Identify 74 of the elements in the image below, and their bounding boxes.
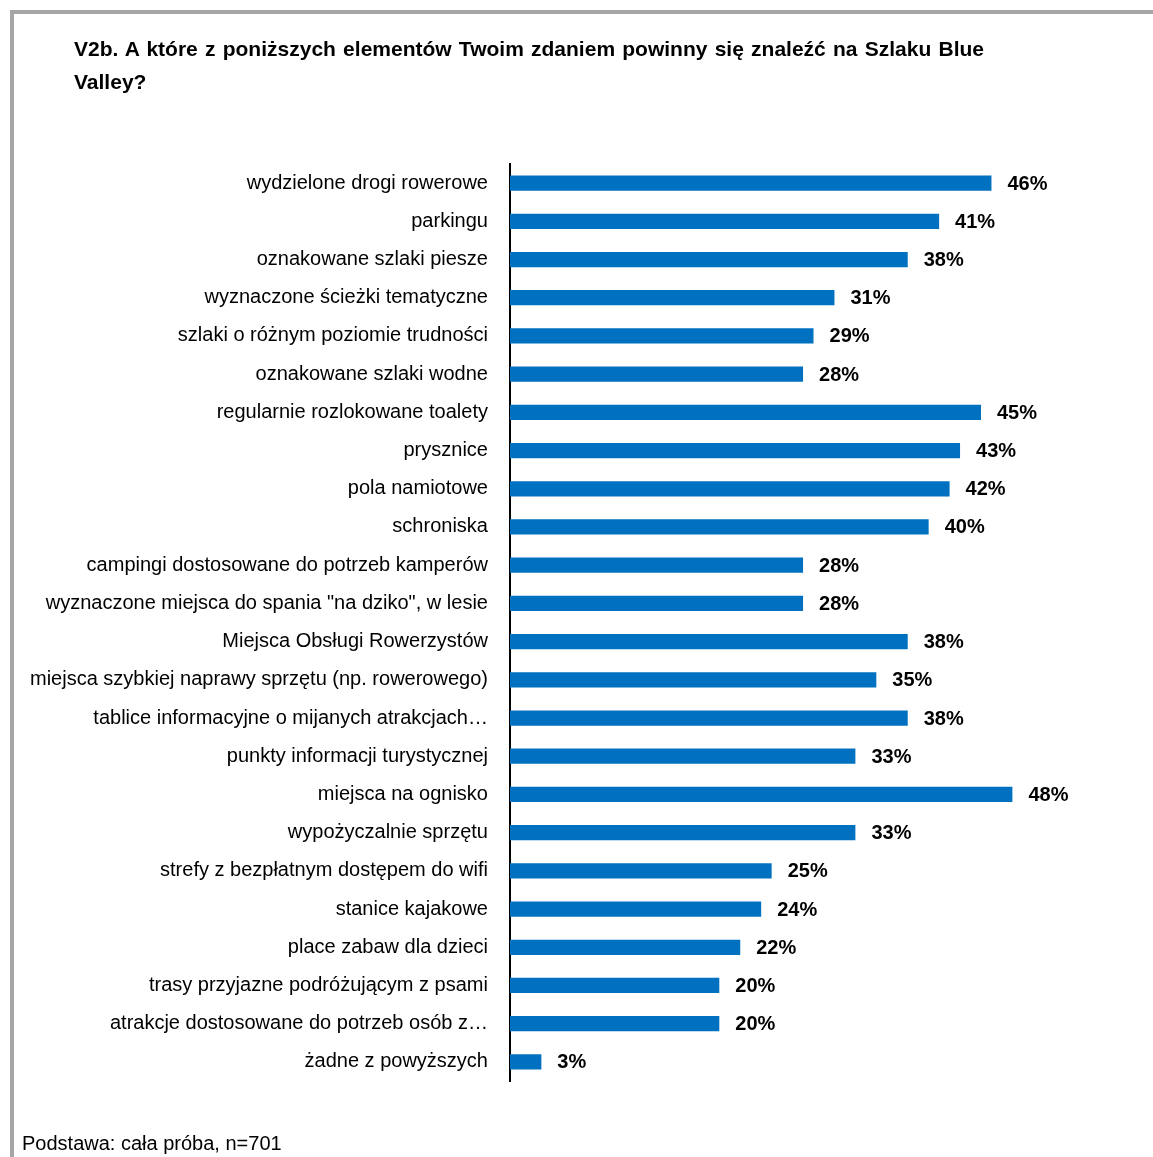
data-label: 40%	[944, 515, 985, 538]
data-label: 41%	[955, 209, 996, 232]
y-tick-label: trasy przyjazne podróżującym z psami	[148, 972, 488, 995]
y-tick-label: Miejsca Obsługi Rowerzystów	[222, 629, 489, 652]
bar	[509, 595, 804, 612]
bar	[509, 710, 908, 726]
bar	[509, 825, 856, 841]
y-tick-label: strefy z bezpłatnym dostępem do wifi	[160, 858, 488, 881]
y-tick-label: prysznice	[403, 438, 488, 461]
data-label: 43%	[976, 439, 1017, 462]
y-tick-label: oznakowane szlaki piesze	[256, 247, 488, 270]
y-tick-label: place zabaw dla dzieci	[287, 934, 488, 957]
bar	[509, 366, 804, 382]
data-label: 20%	[735, 973, 776, 996]
y-tick-label: schroniska	[392, 514, 489, 537]
data-label: 28%	[819, 362, 860, 385]
chart-title: V2b. A które z poniższych elementów Twoim zdaniem powinny się znaleźć na Szlaku Blue Valley?	[74, 36, 984, 95]
y-tick-label: żadne z powyższych	[304, 1049, 488, 1072]
bar	[509, 786, 1013, 803]
bar	[509, 901, 762, 917]
bar	[509, 290, 835, 306]
bar	[509, 939, 741, 955]
data-label: 25%	[787, 859, 828, 882]
data-label: 22%	[756, 935, 797, 958]
data-label: 42%	[965, 477, 1006, 500]
y-tick-label: wyznaczone ścieżki tematyczne	[203, 285, 488, 308]
data-label: 38%	[923, 248, 964, 271]
bar	[509, 557, 804, 573]
y-tick-label: pola namiotowe	[347, 476, 488, 499]
y-tick-label: wydzielone drogi rowerowe	[245, 170, 488, 193]
y-tick-label: atrakcje dostosowane do potrzeb osób z…	[109, 1011, 488, 1034]
bar	[509, 404, 981, 420]
bar	[509, 1054, 542, 1070]
data-label: 48%	[1028, 782, 1069, 805]
y-tick-label: campingi dostosowane do potrzeb kamperów	[86, 552, 489, 575]
data-label: 38%	[923, 630, 964, 653]
bar	[509, 633, 908, 650]
y-tick-label: szlaki o różnym poziomie trudności	[177, 323, 488, 346]
y-tick-label: wyznaczone miejsca do spania "na dziko", w lesie	[44, 590, 488, 613]
y-tick-label: oznakowane szlaki wodne	[255, 361, 488, 384]
data-label: 28%	[819, 591, 860, 614]
y-tick-label: miejsca na ognisko	[317, 781, 488, 804]
y-tick-label: wypożyczalnie sprzętu	[286, 820, 488, 843]
text: Podstawa: cała próba, n=701	[22, 1132, 282, 1155]
data-label: 31%	[850, 286, 891, 309]
y-tick-label: tablice informacyjne o mijanych atrakcjach…	[93, 705, 488, 728]
bar	[509, 977, 720, 994]
data-label: 33%	[871, 821, 912, 844]
bar	[509, 328, 814, 344]
y-tick-label: stanice kajakowe	[335, 896, 488, 919]
data-label: 38%	[923, 706, 964, 729]
data-label: 35%	[892, 668, 933, 691]
bar	[509, 481, 950, 497]
bar	[509, 442, 961, 459]
data-label: 33%	[871, 744, 912, 767]
bar	[509, 863, 772, 879]
data-label: 46%	[1007, 171, 1048, 194]
bar	[509, 519, 929, 535]
data-label: 24%	[777, 897, 818, 920]
y-tick-label: parkingu	[411, 208, 488, 231]
bar	[509, 672, 877, 688]
y-tick-label: miejsca szybkiej naprawy sprzętu (np. rowerowego)	[29, 667, 488, 690]
data-label: 28%	[819, 553, 860, 576]
bar	[509, 1016, 720, 1032]
y-tick-label: regularnie rozlokowane toalety	[216, 399, 488, 422]
data-label: 3%	[557, 1050, 587, 1073]
data-label: 45%	[996, 400, 1038, 423]
bar	[509, 175, 992, 191]
bar	[509, 251, 908, 268]
data-label: 20%	[735, 1012, 776, 1035]
data-label: 29%	[829, 324, 870, 347]
bar	[509, 213, 940, 229]
y-tick-label: punkty informacji turystycznej	[226, 743, 488, 766]
bar	[509, 748, 856, 764]
